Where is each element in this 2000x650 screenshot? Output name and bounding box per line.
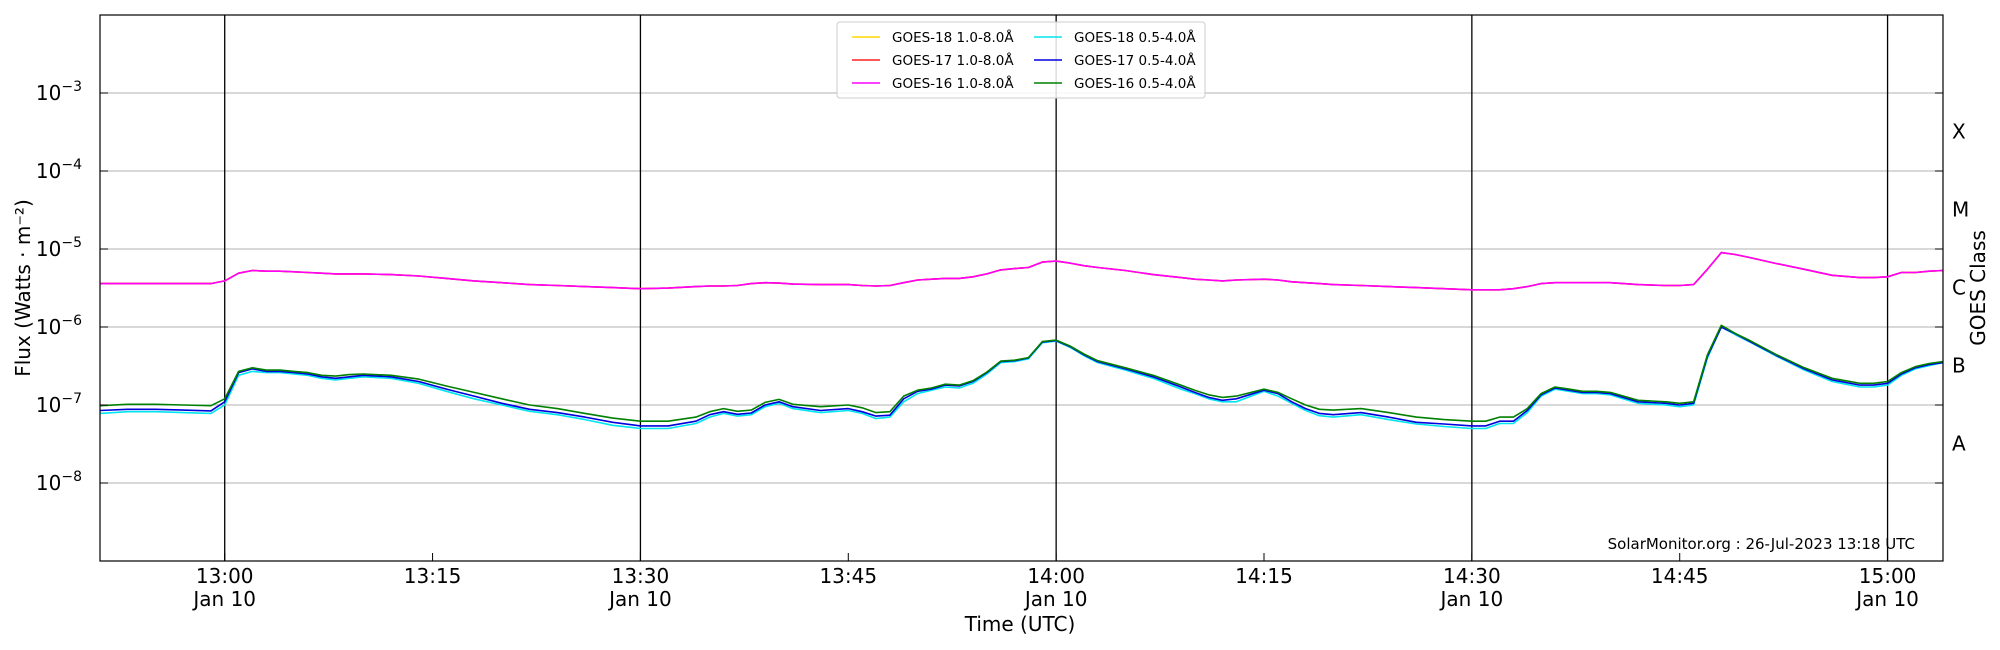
legend-label-1-2: GOES-16 0.5-4.0Å: [1074, 75, 1196, 92]
legend-label-1-1: GOES-17 0.5-4.0Å: [1074, 52, 1196, 69]
x-tick-label-7: 14:45: [1651, 564, 1709, 588]
x-tick-date-label-2: Jan 10: [607, 587, 672, 611]
x-tick-label-3: 13:45: [819, 564, 877, 588]
y-tick-exponent: −8: [61, 469, 82, 485]
x-axis-title: Time (UTC): [964, 612, 1076, 636]
goes-class-label-a: A: [1952, 432, 1966, 456]
y-tick-base: 10: [36, 315, 61, 339]
y-tick-exponent: −7: [61, 391, 82, 407]
y-tick-label-5: 10−3: [36, 79, 82, 105]
y-tick-base: 10: [36, 237, 61, 261]
y-tick-base: 10: [36, 159, 61, 183]
y-axis-title: Flux (Watts · m⁻²): [11, 199, 35, 377]
series-line-5: [99, 324, 1944, 423]
goes-class-label-x: X: [1952, 120, 1966, 144]
goes-class-label-b: B: [1952, 354, 1966, 378]
x-tick-label-8: 15:00: [1859, 564, 1917, 588]
y-tick-label-4: 10−4: [36, 157, 82, 183]
x-tick-date-label-0: Jan 10: [191, 587, 256, 611]
y-tick-label-1: 10−7: [36, 391, 82, 417]
x-tick-label-2: 13:30: [612, 564, 670, 588]
credit-text: SolarMonitor.org : 26-Jul-2023 13:18 UTC: [1608, 535, 1915, 553]
y-axis-ticks: 10−810−710−610−510−410−3: [36, 79, 1943, 495]
goes-class-labels: A B C M X: [1952, 120, 1969, 456]
plot-frame: [99, 14, 1944, 562]
legend-box: [836, 21, 1206, 99]
x-tick-label-6: 14:30: [1443, 564, 1501, 588]
y-tick-exponent: −6: [61, 313, 82, 329]
x-tick-label-0: 13:00: [196, 564, 254, 588]
x-tick-date-label-6: Jan 10: [1439, 587, 1504, 611]
goes-class-label-m: M: [1952, 198, 1969, 222]
y-tick-base: 10: [36, 81, 61, 105]
series-line-2: [100, 251, 1944, 291]
x-tick-date-label-4: Jan 10: [1023, 587, 1088, 611]
x-tick-label-5: 14:15: [1235, 564, 1293, 588]
y-tick-exponent: −5: [61, 235, 82, 251]
y-tick-label-2: 10−6: [36, 313, 82, 339]
x-tick-label-1: 13:15: [404, 564, 462, 588]
day-divider-lines: [224, 15, 1889, 561]
y-tick-exponent: −3: [61, 79, 82, 95]
legend: GOES-18 1.0-8.0Å GOES-17 1.0-8.0Å GOES-16 …: [836, 21, 1206, 99]
y-tick-base: 10: [36, 393, 61, 417]
goes-class-label-c: C: [1952, 276, 1966, 300]
y-tick-label-0: 10−8: [36, 469, 82, 495]
y-tick-exponent: −4: [61, 157, 82, 173]
legend-label-1-0: GOES-18 0.5-4.0Å: [1074, 29, 1196, 46]
x-tick-label-4: 14:00: [1027, 564, 1085, 588]
y-tick-base: 10: [36, 471, 61, 495]
y2-axis-title: GOES Class: [1966, 230, 1990, 346]
legend-label-0-1: GOES-17 1.0-8.0Å: [892, 52, 1014, 69]
series-lines: [99, 251, 1944, 430]
x-tick-date-label-8: Jan 10: [1854, 587, 1919, 611]
legend-label-0-2: GOES-16 1.0-8.0Å: [892, 75, 1014, 92]
legend-label-0-0: GOES-18 1.0-8.0Å: [892, 29, 1014, 46]
y-tick-label-3: 10−5: [36, 235, 82, 261]
